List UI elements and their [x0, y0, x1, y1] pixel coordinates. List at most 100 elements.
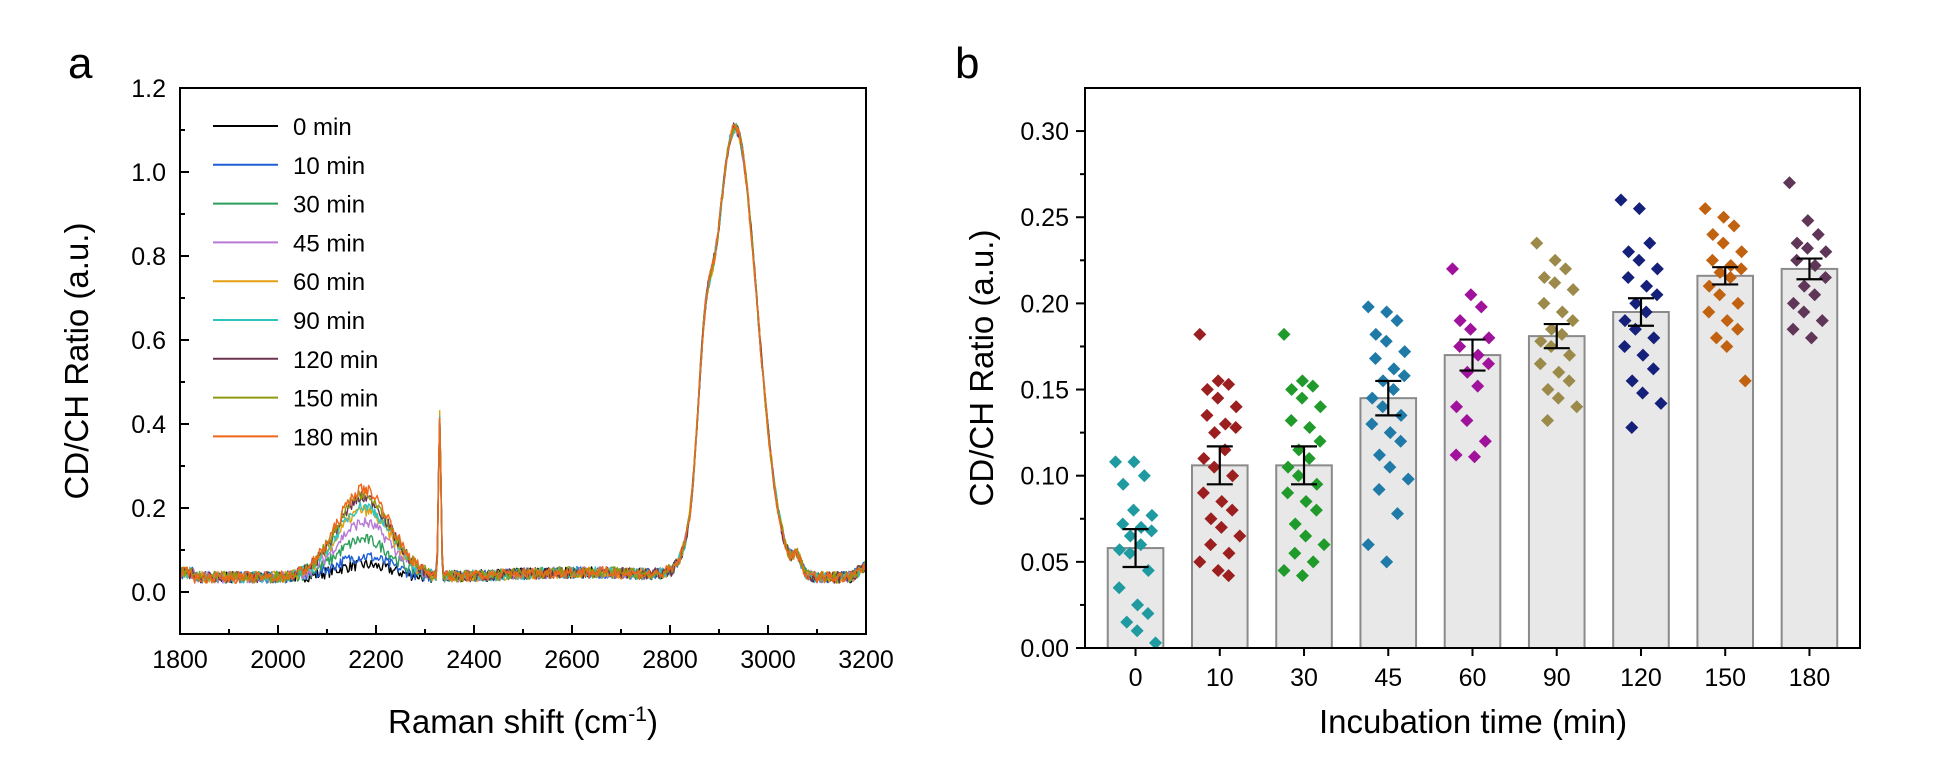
data-point	[1222, 377, 1236, 391]
x-tick-label: 45	[1374, 664, 1402, 692]
data-point	[1123, 546, 1137, 560]
data-point	[1193, 327, 1207, 341]
data-point	[1636, 386, 1650, 400]
data-point	[1713, 265, 1727, 279]
data-point	[1562, 374, 1576, 388]
data-point	[1390, 507, 1404, 521]
spectrum-line-10-min	[179, 124, 867, 584]
data-point	[1618, 314, 1632, 328]
data-point	[1808, 288, 1822, 302]
y-tick-label: 0.8	[131, 243, 166, 271]
data-point	[1149, 636, 1163, 650]
data-point	[1229, 400, 1243, 414]
data-point	[1482, 357, 1495, 371]
data-point	[1113, 543, 1127, 557]
data-point	[1460, 365, 1474, 379]
spectra-series-group	[179, 122, 867, 584]
y-tick-label: 0.20	[1020, 290, 1069, 318]
data-point	[1214, 520, 1228, 534]
data-point	[1401, 472, 1415, 486]
data-point	[1295, 391, 1309, 405]
data-point	[1468, 450, 1481, 464]
panel-b-x-axis-title: Incubation time (min)	[1319, 703, 1627, 740]
x-tick-label: 60	[1459, 664, 1487, 692]
data-point	[1361, 300, 1375, 314]
data-point	[1386, 383, 1400, 397]
data-point	[1390, 314, 1404, 328]
panel-b-y-ticks: 0.00 0.05 0.10 0.15 0.20 0.25 0.30	[1020, 118, 1085, 663]
y-tick-label: 1.0	[131, 159, 166, 187]
data-point	[1786, 296, 1800, 310]
spectrum-line-60-min	[179, 122, 867, 584]
data-point	[1811, 227, 1825, 241]
data-point	[1706, 227, 1720, 241]
data-point	[1376, 400, 1390, 414]
data-point	[1372, 482, 1386, 496]
data-point	[1709, 331, 1723, 345]
x-tick-label: 150	[1704, 664, 1746, 692]
data-point	[1541, 414, 1555, 428]
data-point	[1208, 426, 1222, 440]
legend-label: 120 min	[293, 347, 378, 374]
bar-90-min	[1527, 335, 1586, 649]
data-point	[1650, 288, 1664, 302]
bar-180-min	[1780, 267, 1839, 649]
data-point	[1302, 451, 1316, 465]
data-point	[1127, 503, 1141, 517]
data-point	[1724, 258, 1738, 272]
data-point	[1482, 331, 1496, 345]
panel-b-y-axis-title: CD/CH Ratio (a.u.)	[963, 230, 1000, 507]
data-point	[1621, 271, 1635, 285]
data-point	[1225, 503, 1239, 517]
data-point	[1317, 538, 1331, 552]
data-point	[1365, 417, 1379, 431]
data-point	[1193, 555, 1207, 569]
data-point	[1555, 327, 1569, 341]
y-tick-label: 0.15	[1020, 377, 1069, 405]
data-point	[1120, 615, 1134, 629]
y-tick-label: 0.30	[1020, 118, 1069, 146]
panel-a-xlabel-end: )	[647, 703, 658, 740]
data-point	[1222, 546, 1236, 560]
data-point	[1397, 369, 1411, 383]
data-point	[1383, 460, 1397, 474]
data-point	[1797, 305, 1811, 319]
data-point	[1303, 420, 1317, 434]
data-point	[1313, 434, 1327, 448]
bar-150-min	[1696, 274, 1755, 649]
data-point	[1713, 288, 1727, 302]
panel-a-y-axis-title: CD/CH Ratio (a.u.)	[58, 223, 95, 500]
data-point	[1629, 296, 1643, 310]
data-point	[1112, 581, 1126, 595]
data-point	[1818, 271, 1832, 285]
data-point	[1720, 314, 1734, 328]
bar-120-min	[1612, 311, 1670, 649]
y-tick-label: 0.25	[1020, 204, 1069, 232]
data-point	[1295, 374, 1309, 388]
data-point	[1717, 210, 1731, 224]
data-point	[1383, 426, 1397, 440]
data-point	[1207, 460, 1221, 474]
data-point	[1646, 362, 1660, 376]
legend-label: 60 min	[293, 269, 365, 296]
data-point	[1453, 314, 1467, 328]
data-point	[1559, 262, 1573, 276]
panel-a-x-axis-title: Raman shift (cm-1)	[388, 703, 658, 740]
panel-a-y-ticks: 0.0 0.2 0.4 0.6 0.8 1.0 1.2	[131, 75, 189, 607]
legend-label: 0 min	[293, 114, 352, 141]
scatter-points-group	[1109, 176, 1833, 650]
data-point	[1141, 607, 1155, 621]
data-point	[1650, 262, 1664, 276]
data-point	[1734, 262, 1748, 276]
data-point	[1548, 276, 1562, 290]
data-point	[1211, 563, 1225, 577]
data-point	[1464, 288, 1478, 302]
bar-60-min	[1443, 354, 1502, 649]
data-point	[1625, 420, 1639, 434]
spectrum-line-180-min	[179, 124, 867, 584]
data-point	[1204, 512, 1218, 526]
data-point	[1372, 448, 1386, 462]
y-tick-label: 0.4	[131, 411, 166, 439]
data-point	[1123, 529, 1137, 543]
